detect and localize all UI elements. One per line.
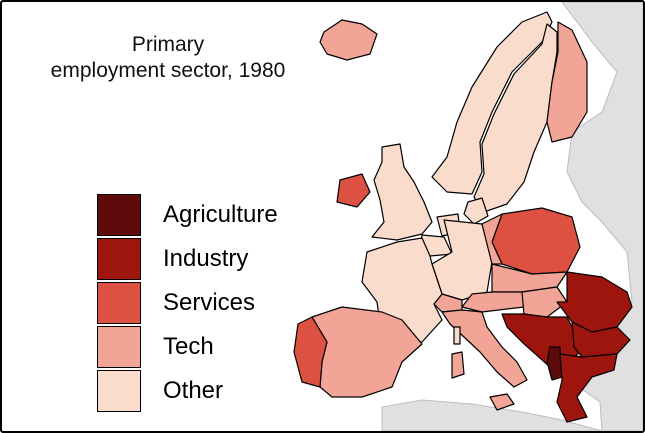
legend-swatch-tech bbox=[97, 326, 141, 368]
region-ireland bbox=[336, 173, 371, 208]
region-norway bbox=[431, 11, 553, 195]
legend-label-other: Other bbox=[163, 377, 224, 404]
region-uk bbox=[371, 143, 433, 241]
title-line-1: Primary bbox=[131, 33, 205, 56]
region-greece bbox=[556, 353, 618, 423]
legend-label-tech: Tech bbox=[163, 333, 214, 360]
region-sardinia bbox=[451, 351, 465, 379]
legend-label-industry: Industry bbox=[163, 245, 249, 272]
legend-swatch-services bbox=[97, 282, 141, 324]
region-bulgaria bbox=[571, 321, 631, 358]
region-iceland bbox=[319, 19, 378, 61]
region-finland bbox=[546, 21, 588, 143]
region-corsica bbox=[453, 326, 461, 345]
legend-swatch-other bbox=[97, 370, 141, 412]
non-european-land bbox=[381, 2, 643, 431]
region-sicily bbox=[489, 393, 515, 411]
region-austria bbox=[461, 291, 525, 313]
title-line-2: employment sector, 1980 bbox=[50, 59, 286, 82]
legend-label-agriculture: Agriculture bbox=[163, 201, 278, 228]
region-denmark bbox=[463, 197, 489, 225]
region-poland bbox=[491, 207, 581, 275]
region-albania bbox=[546, 346, 563, 381]
region-italy bbox=[441, 309, 528, 388]
legend-label-services: Services bbox=[163, 289, 256, 316]
map-title: Primary employment sector, 1980 bbox=[18, 32, 318, 84]
legend-swatch-agriculture bbox=[97, 194, 141, 236]
region-east-germany bbox=[481, 213, 503, 265]
region-hungary bbox=[521, 286, 568, 318]
legend-swatch-industry bbox=[97, 238, 141, 280]
region-portugal bbox=[293, 316, 328, 388]
